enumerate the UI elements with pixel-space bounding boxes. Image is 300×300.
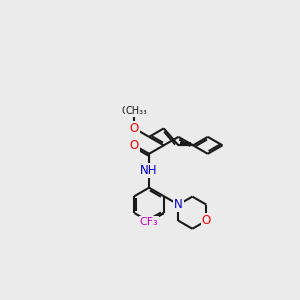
Text: N: N — [174, 198, 183, 211]
Text: O: O — [202, 214, 211, 227]
Text: O: O — [130, 139, 139, 152]
Text: CH₃: CH₃ — [125, 106, 143, 116]
Text: O: O — [130, 122, 139, 135]
Text: CF₃: CF₃ — [140, 217, 158, 226]
Text: OCH₃: OCH₃ — [122, 106, 147, 116]
Text: NH: NH — [140, 164, 158, 177]
